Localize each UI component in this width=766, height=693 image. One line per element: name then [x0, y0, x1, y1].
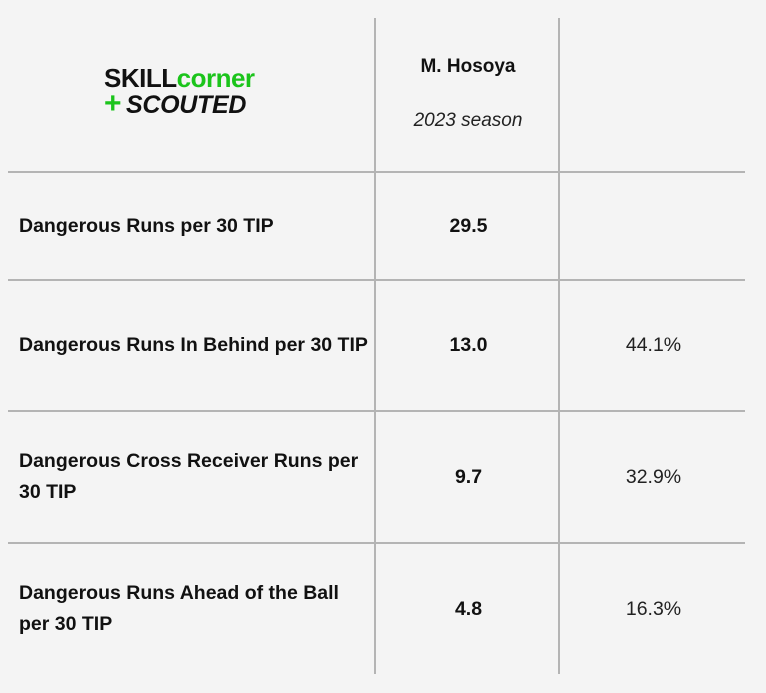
row-divider	[8, 279, 745, 281]
column-divider-2	[558, 18, 560, 674]
row-divider	[8, 410, 745, 412]
metric-value: 13.0	[449, 334, 488, 356]
metric-label: Dangerous Runs In Behind per 30 TIP	[19, 334, 368, 356]
column-divider-1	[374, 18, 376, 674]
row-divider	[8, 171, 745, 173]
skillcorner-scouted-logo: SKILLcorner + SCOUTED	[104, 64, 279, 120]
metric-percentage: 32.9%	[625, 465, 682, 488]
logo-wordmark-bottom: + SCOUTED	[104, 87, 247, 120]
plus-icon: +	[104, 87, 122, 120]
metric-label: Dangerous Runs Ahead of the Ball per 30 …	[19, 582, 339, 635]
metric-percentage	[562, 173, 745, 279]
logo-wordmark-top: SKILLcorner	[104, 64, 255, 92]
season-label: 2023 season	[413, 110, 523, 131]
metric-label: Dangerous Runs per 30 TIP	[19, 214, 274, 237]
row-divider	[8, 542, 745, 544]
player-name: M. Hosoya	[420, 56, 516, 77]
metric-value: 4.8	[454, 597, 483, 620]
metric-percentage: 44.1%	[625, 334, 682, 356]
metric-label: Dangerous Cross Receiver Runs per 30 TIP	[19, 450, 359, 503]
metric-value: 29.5	[449, 214, 488, 237]
metric-percentage: 16.3%	[625, 597, 682, 620]
logo-scouted-text: SCOUTED	[126, 91, 247, 119]
logo-skill-text: SKILL	[104, 63, 177, 93]
logo-corner-text: corner	[176, 63, 255, 93]
metric-value: 9.7	[454, 465, 483, 488]
